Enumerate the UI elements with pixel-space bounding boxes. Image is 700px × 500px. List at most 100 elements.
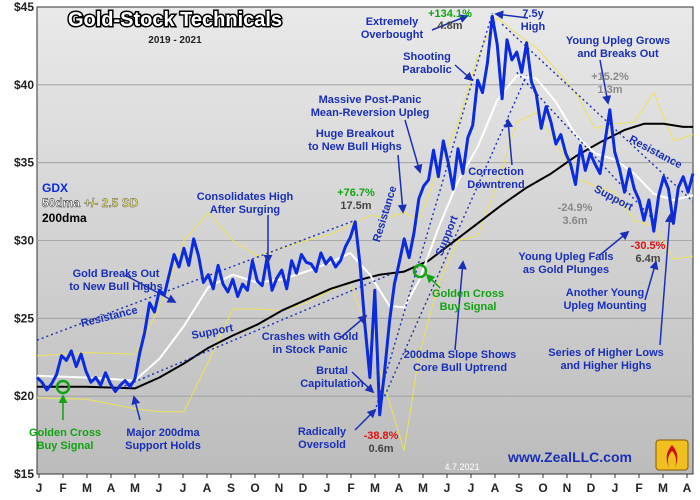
ann-gain1-pct: +76.7% xyxy=(337,187,375,199)
series-line-gdx xyxy=(35,14,695,417)
x-tick-label: N xyxy=(563,481,572,495)
series-line--2-5-sd xyxy=(36,112,694,452)
y-tick-label: $35 xyxy=(14,156,34,170)
x-tick-label: O xyxy=(250,481,259,495)
ann-gain2-pct: +134.1% xyxy=(428,8,472,20)
x-tick-label: A xyxy=(107,481,116,495)
annotation-arrows xyxy=(58,10,674,431)
ann-golden-cross-2-a: Golden Cross xyxy=(432,288,504,300)
ann-young-grows-a: Young Upleg Grows xyxy=(566,35,670,47)
x-tick-label: M xyxy=(418,481,428,495)
x-tick-label: O xyxy=(538,481,547,495)
ann-shooting-b: Parabolic xyxy=(402,64,452,76)
series-line-200dma xyxy=(37,122,693,390)
ann-another-a: Another Young xyxy=(566,287,644,299)
ann-young-grows-b: and Breaks Out xyxy=(577,48,659,60)
series-layer xyxy=(35,14,695,452)
ann-gain3-days: 1.3m xyxy=(597,84,622,96)
ann-slope-a: 200dma Slope Shows xyxy=(404,349,516,361)
x-tick-label: M xyxy=(370,481,380,495)
ann-massive-b: Mean-Reversion Upleg xyxy=(311,107,430,119)
ann-extreme-b: Overbought xyxy=(361,29,424,41)
ann-series-a: Series of Higher Lows xyxy=(548,347,664,359)
y-tick-label: $45 xyxy=(14,0,34,14)
ann-slope-b: Core Bull Uptrend xyxy=(413,362,507,374)
ann-correction-a: Correction xyxy=(468,166,524,178)
x-tick-label: S xyxy=(515,481,523,495)
arrow-oversold xyxy=(354,408,377,431)
ann-radically-a: Radically xyxy=(298,426,347,438)
ann-brutal-a: Brutal xyxy=(316,365,348,377)
x-tick-label: M xyxy=(130,481,140,495)
ann-high-b: High xyxy=(521,21,546,33)
ann-loss1-pct: -38.8% xyxy=(364,430,399,442)
arrow-extreme xyxy=(431,14,469,31)
ann-major200-b: Support Holds xyxy=(125,440,201,452)
arrow-high xyxy=(494,10,529,20)
ann-major200-a: Major 200dma xyxy=(126,427,200,439)
arrow-young-fails xyxy=(599,230,630,256)
y-tick-label: $40 xyxy=(14,78,34,92)
series-line--2-5-sd xyxy=(36,17,694,357)
x-tick-label: J xyxy=(468,481,475,495)
arrow-correction xyxy=(504,118,514,166)
ann-crashes-a: Crashes with Gold xyxy=(262,331,359,343)
trendline-support-3 xyxy=(516,71,655,221)
trendline-support-2 xyxy=(383,75,528,397)
ann-loss3-days: 6.4m xyxy=(635,253,660,265)
arrow-golden-cross-2 xyxy=(425,273,441,289)
y-tick-label: $15 xyxy=(14,467,34,481)
legend-200dma: 200dma xyxy=(42,211,87,225)
ann-gain3-pct: +15.2% xyxy=(591,71,629,83)
arrow-another xyxy=(644,260,659,301)
arrow-young-grows xyxy=(599,59,612,105)
ann-extreme-a: Extremely xyxy=(366,16,419,28)
series-line-50dma xyxy=(36,74,694,382)
arrow-breaks-out xyxy=(124,274,177,303)
arrow-major-200dma xyxy=(131,395,141,421)
ann-loss2-pct: -24.9% xyxy=(558,202,593,214)
x-tick-label: S xyxy=(227,481,235,495)
x-tick-label: F xyxy=(347,481,354,495)
ann-crashes-b: in Stock Panic xyxy=(272,344,347,356)
zeal-logo-icon xyxy=(655,439,689,471)
ann-consolidates-b: After Surging xyxy=(210,204,280,216)
x-tick-label: J xyxy=(324,481,331,495)
x-tick-label: F xyxy=(635,481,642,495)
ann-high-a: 7.5y xyxy=(522,8,544,20)
ann-radically-b: Oversold xyxy=(298,439,346,451)
x-tick-label: A xyxy=(491,481,500,495)
ann-shooting-a: Shooting xyxy=(403,51,451,63)
legend-gdx: GDX xyxy=(42,181,68,195)
golden-cross-marker-2 xyxy=(412,263,428,279)
y-tick-label: $30 xyxy=(14,234,34,248)
x-tick-label: J xyxy=(156,481,163,495)
x-tick-label: A xyxy=(683,481,692,495)
ann-golden-cross-1-b: Buy Signal xyxy=(37,440,94,452)
ann-loss2-days: 3.6m xyxy=(562,215,587,227)
ann-gain2-days: 4.8m xyxy=(437,20,462,32)
arrow-slope xyxy=(454,260,467,351)
ann-golden-cross-1-a: Golden Cross xyxy=(29,427,101,439)
legend-sd: +/- 2.5 SD xyxy=(84,196,139,210)
ann-consolidates-a: Consolidates High xyxy=(197,191,294,203)
y-tick-label: $20 xyxy=(14,389,34,403)
ann-series-b: and Higher Highs xyxy=(560,360,651,372)
ann-young-fails-b: as Gold Plunges xyxy=(523,264,609,276)
arrow-crashes xyxy=(339,314,368,339)
trendline-resistance-3 xyxy=(501,23,694,203)
date-stamp: 4.7.2021 xyxy=(444,462,479,472)
arrow-brutal xyxy=(351,371,375,394)
x-tick-label: A xyxy=(395,481,404,495)
x-tick-label: N xyxy=(275,481,284,495)
trendline-resistance-1 xyxy=(36,219,356,341)
arrow-huge xyxy=(397,154,407,214)
legend-50dma: 50dma xyxy=(42,196,80,210)
chart-subtitle: 2019 - 2021 xyxy=(148,35,202,46)
ann-breaks-out-a: Gold Breaks Out xyxy=(73,268,160,280)
ann-breaks-out-b: to New Bull Highs xyxy=(69,281,163,293)
ann-huge-b: to New Bull Highs xyxy=(308,141,402,153)
website-url: www.ZealLLC.com xyxy=(507,449,632,465)
ann-another-b: Upleg Mounting xyxy=(563,300,646,312)
